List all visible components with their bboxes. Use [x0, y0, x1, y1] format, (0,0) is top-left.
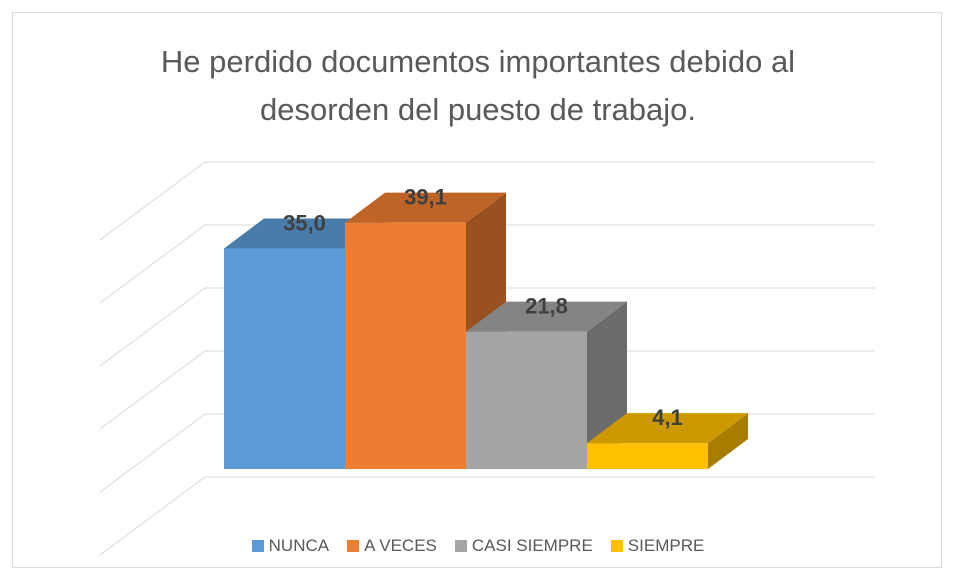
legend-swatch — [251, 540, 264, 552]
bar — [224, 248, 345, 469]
grid-line — [99, 476, 875, 556]
chart-frame — [12, 12, 942, 568]
grid-line — [99, 287, 875, 367]
legend-label: SIEMPRE — [627, 536, 705, 555]
legend-item: NUNCA — [251, 536, 330, 556]
legend-swatch — [610, 540, 623, 552]
legend-swatch — [347, 540, 360, 552]
legend-label: NUNCA — [268, 536, 330, 555]
bar-top — [345, 192, 506, 223]
bar — [587, 443, 708, 469]
chart-title: He perdido documentos importantes debido… — [160, 44, 796, 127]
grid-line — [99, 224, 875, 304]
legend-item: SIEMPRE — [610, 536, 705, 556]
data-label: 4,1 — [652, 405, 683, 430]
legend-swatch — [454, 540, 467, 552]
data-label: 39,1 — [404, 185, 447, 210]
legend-item: CASI SIEMPRE — [454, 536, 593, 556]
legend-item: A VECES — [347, 536, 437, 556]
legend: NUNCA A VECES CASI SIEMPRE SIEMPRE — [0, 536, 956, 556]
legend-label: A VECES — [364, 536, 437, 555]
bar — [345, 222, 466, 469]
data-label: 35,0 — [283, 211, 326, 236]
grid-line — [99, 161, 875, 241]
bar-top — [224, 218, 385, 249]
bar-top — [466, 301, 627, 332]
legend-label: CASI SIEMPRE — [471, 536, 593, 555]
bar-top — [587, 413, 748, 444]
bar-side — [708, 413, 748, 469]
grid-line — [99, 350, 875, 430]
data-label: 21,8 — [525, 294, 568, 319]
bar — [466, 331, 587, 469]
